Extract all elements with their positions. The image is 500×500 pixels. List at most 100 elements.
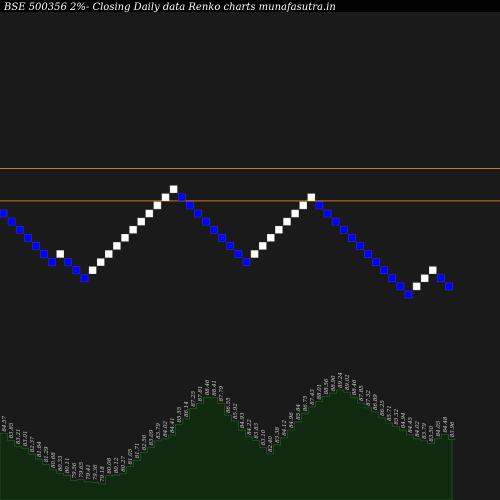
price-label: 80.27: [121, 456, 127, 472]
chart-title: BSE 500356 2%- Closing Daily data Renko …: [3, 2, 336, 13]
renko-brick: [129, 225, 137, 234]
renko-brick: [437, 274, 445, 283]
renko-brick: [372, 258, 380, 266]
renko-brick: [32, 242, 40, 250]
price-label: 84.05: [436, 420, 442, 436]
renko-brick: [275, 225, 283, 234]
price-label: 83.96: [450, 421, 456, 437]
renko-brick: [307, 193, 316, 202]
reference-lines: [0, 168, 500, 202]
renko-brick: [105, 250, 113, 258]
renko-brick: [0, 209, 8, 218]
price-label: 84.96: [289, 412, 295, 428]
price-label: 80.12: [114, 457, 120, 473]
price-label: 84.22: [247, 419, 253, 435]
price-label: 80.68: [51, 452, 57, 468]
renko-brick: [56, 250, 64, 258]
price-label: 79.65: [79, 461, 85, 477]
price-label: 84.57: [2, 415, 8, 431]
renko-brick: [137, 217, 145, 226]
renko-brick: [348, 234, 356, 242]
renko-brick: [169, 185, 178, 193]
price-label: 88.46: [352, 379, 358, 395]
price-label: 89.02: [345, 374, 351, 390]
price-label: 83.09: [149, 429, 155, 445]
renko-brick: [161, 193, 170, 202]
renko-brick: [331, 217, 340, 226]
renko-brick: [388, 274, 397, 283]
price-label: 86.14: [184, 401, 190, 417]
price-label: 83.50: [429, 425, 435, 441]
price-label: 83.21: [16, 429, 22, 445]
renko-brick: [40, 250, 48, 258]
price-label: 88.46: [205, 379, 211, 395]
price-label: 83.85: [9, 422, 15, 438]
price-label: 79.18: [100, 466, 106, 482]
renko-brick: [113, 242, 121, 250]
price-label: 87.32: [366, 390, 372, 406]
price-label: 81.05: [128, 448, 134, 464]
price-label: 80.11: [65, 458, 71, 474]
renko-brick: [412, 282, 421, 291]
price-label: 81.71: [135, 443, 141, 459]
renko-brick: [420, 274, 429, 283]
price-label: 86.89: [373, 394, 379, 410]
renko-brick: [88, 266, 97, 274]
price-label: 81.29: [44, 446, 50, 462]
price-label: 85.32: [394, 408, 400, 424]
renko-brick: [283, 217, 291, 226]
chart-panel: [0, 12, 500, 500]
lower-panel-area: [0, 389, 456, 500]
renko-brick: [356, 242, 364, 250]
price-label: 88.90: [331, 375, 337, 391]
price-label: 84.93: [240, 412, 246, 428]
renko-brick: [96, 258, 105, 266]
price-label: 84.12: [282, 420, 288, 436]
lower-area-shape: [0, 389, 456, 500]
renko-brick: [445, 282, 453, 291]
renko-brick: [339, 225, 348, 234]
renko-brick: [24, 234, 32, 242]
price-label: 85.55: [177, 406, 183, 422]
price-label: 87.79: [219, 385, 225, 401]
price-label: 88.01: [317, 384, 323, 400]
renko-brick: [404, 290, 413, 299]
price-label: 87.85: [359, 385, 365, 401]
renko-brick: [315, 201, 324, 210]
renko-brick: [364, 250, 372, 258]
renko-brick: [153, 201, 162, 210]
renko-brick: [380, 266, 388, 274]
price-label: 82.40: [268, 436, 274, 452]
price-label: 82.37: [30, 436, 36, 452]
price-label: 83.79: [156, 423, 162, 439]
price-label: 80.08: [107, 457, 113, 473]
price-label: 87.43: [310, 389, 316, 405]
renko-brick: [250, 250, 259, 258]
price-label: 84.02: [415, 421, 421, 437]
price-label: 79.36: [93, 464, 99, 480]
renko-brick: [258, 242, 267, 250]
price-label: 83.79: [422, 423, 428, 439]
renko-brick: [48, 258, 56, 266]
price-label: 89.24: [338, 372, 344, 388]
price-labels: 84.57 83.85 83.21 83.01 82.37 81.84 81.29 80.68…: [2, 372, 456, 482]
renko-brick: [242, 258, 251, 266]
renko-brick: [234, 250, 243, 258]
renko-brick: [396, 282, 405, 291]
price-label: 81.84: [37, 441, 43, 457]
price-label: 79.41: [86, 464, 92, 480]
price-label: 86.25: [380, 400, 386, 416]
price-label: 86.75: [303, 395, 309, 411]
price-label: 88.56: [324, 378, 330, 394]
price-label: 85.71: [387, 405, 393, 421]
renko-brick: [72, 266, 81, 274]
renko-brick: [121, 234, 129, 242]
renko-brick: [429, 266, 437, 274]
renko-brick: [194, 209, 202, 218]
price-label: 84.02: [163, 421, 169, 437]
price-label: 84.45: [408, 417, 414, 433]
renko-brick: [323, 209, 332, 218]
renko-brick: [226, 242, 235, 250]
price-label: 82.56: [142, 434, 148, 450]
